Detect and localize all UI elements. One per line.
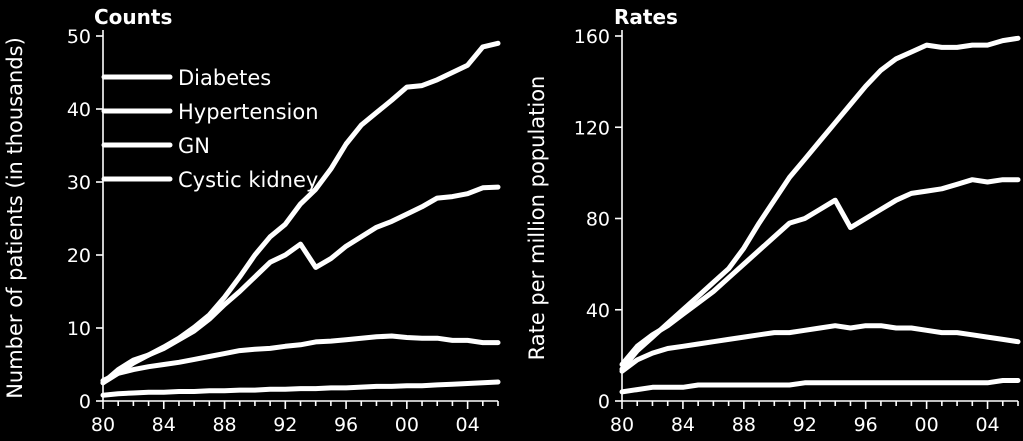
y-tick-label: 50: [67, 26, 91, 48]
x-tick-label: 88: [732, 414, 756, 436]
y-tick-label: 20: [67, 245, 91, 267]
x-tick-label: 84: [671, 414, 695, 436]
x-tick-label: 80: [610, 414, 634, 436]
series-line-diabetes: [619, 35, 1021, 372]
x-tick-label: 92: [793, 414, 817, 436]
y-tick-label: 40: [586, 300, 610, 322]
y-tick-label: 0: [79, 391, 91, 413]
x-tick-label: 04: [456, 414, 480, 436]
y-axis-label: Number of patients (in thousands): [3, 37, 27, 399]
y-tick-label: 0: [598, 391, 610, 413]
y-tick-label: 40: [67, 99, 91, 121]
panel-counts: Counts Number of patients (in thousands) 0…: [3, 5, 501, 436]
x-tick-label: 04: [975, 414, 999, 436]
y-tick-label: 80: [586, 209, 610, 231]
chart-title: Rates: [614, 5, 678, 29]
series-line-cystic-kidney: [100, 379, 501, 398]
x-tick-label: 92: [273, 414, 297, 436]
series-line-diabetes: [100, 40, 501, 386]
legend-label: Cystic kidney: [178, 168, 318, 192]
legend: Diabetes Hypertension GN Cystic kidney: [101, 66, 319, 192]
x-tick-label: 88: [212, 414, 236, 436]
x-tick-label: 00: [915, 414, 939, 436]
series-line-hypertension: [619, 177, 1021, 367]
series-line-hypertension: [100, 184, 501, 386]
legend-label: Hypertension: [178, 100, 319, 124]
y-tick-label: 30: [67, 172, 91, 194]
x-tick-label: 96: [334, 414, 358, 436]
x-tick-label: 84: [152, 414, 176, 436]
series-line-gn: [100, 333, 501, 384]
chart-title: Counts: [94, 5, 172, 29]
series-line-cystic-kidney: [619, 378, 1021, 395]
legend-label: Diabetes: [178, 66, 271, 90]
legend-label: GN: [178, 134, 210, 158]
y-tick-label: 120: [574, 117, 610, 139]
x-tick-label: 80: [91, 414, 115, 436]
y-tick-label: 10: [67, 318, 91, 340]
y-axis-label: Rate per million population: [525, 76, 549, 361]
x-tick-label: 96: [854, 414, 878, 436]
y-tick-label: 160: [574, 26, 610, 48]
x-tick-label: 00: [395, 414, 419, 436]
series-line-gn: [619, 323, 1021, 374]
